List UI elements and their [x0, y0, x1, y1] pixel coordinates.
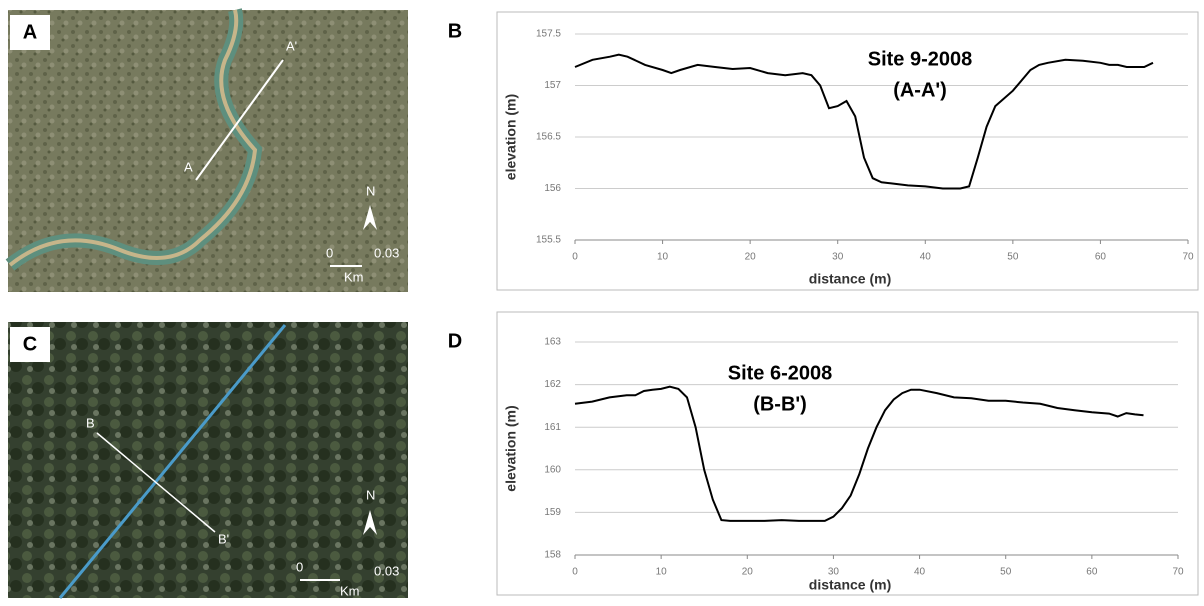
chart-subtitle: (A-A') [893, 79, 947, 101]
elevation-line [574, 53, 1154, 190]
x-tick-label: 50 [1007, 252, 1019, 263]
y-tick-label: 160 [544, 464, 561, 475]
map-label: 0.03 [374, 245, 399, 260]
y-tick-label: 157 [544, 80, 561, 91]
panel-label: A [23, 21, 37, 43]
y-tick-label: 162 [544, 379, 561, 390]
y-tick-label: 159 [544, 507, 561, 518]
x-tick-label: 0 [572, 567, 578, 578]
x-tick-label: 30 [832, 252, 844, 263]
x-tick-label: 40 [920, 252, 932, 263]
y-tick-label: 156.5 [536, 132, 561, 143]
map-label: N [366, 487, 375, 502]
chart-subtitle: (B-B') [753, 393, 807, 415]
map-c [8, 322, 408, 599]
map-label: B' [218, 531, 229, 546]
x-axis-label: distance (m) [809, 577, 891, 593]
y-axis-label: elevation (m) [503, 94, 519, 180]
panel-label: C [23, 333, 37, 355]
map-label: A' [286, 38, 297, 53]
panel-label: B [448, 20, 462, 42]
y-tick-label: 155.5 [536, 235, 561, 246]
chart-frame [496, 311, 1199, 596]
chart-title: Site 9-2008 [868, 48, 973, 70]
x-tick-label: 70 [1182, 252, 1194, 263]
map-label: 0 [296, 559, 303, 574]
elevation-line [574, 385, 1144, 522]
x-tick-label: 0 [572, 252, 578, 263]
x-tick-label: 10 [656, 567, 668, 578]
x-tick-label: 20 [742, 567, 754, 578]
x-tick-label: 20 [745, 252, 757, 263]
x-tick-label: 70 [1172, 567, 1184, 578]
map-label: Km [344, 269, 364, 284]
map-label: Km [340, 583, 360, 598]
map-label: B [86, 415, 95, 430]
y-tick-label: 163 [544, 337, 561, 348]
x-tick-label: 60 [1095, 252, 1107, 263]
x-tick-label: 10 [657, 252, 669, 263]
y-tick-label: 157.5 [536, 29, 561, 40]
chart-frame [496, 11, 1199, 291]
x-tick-label: 40 [914, 567, 926, 578]
x-tick-label: 50 [1000, 567, 1012, 578]
map-label: A [184, 159, 193, 174]
y-axis-label: elevation (m) [503, 405, 519, 491]
map-label: 0 [326, 245, 333, 260]
chart-title: Site 6-2008 [728, 362, 833, 384]
y-tick-label: 156 [544, 183, 561, 194]
y-tick-label: 158 [544, 550, 561, 561]
panel-label: D [448, 330, 462, 352]
map-label: 0.03 [374, 563, 399, 578]
map-a [5, 8, 408, 292]
map-label: N [366, 183, 375, 198]
x-tick-label: 30 [828, 567, 840, 578]
x-tick-label: 60 [1086, 567, 1098, 578]
x-axis-label: distance (m) [809, 271, 891, 287]
y-tick-label: 161 [544, 422, 561, 433]
